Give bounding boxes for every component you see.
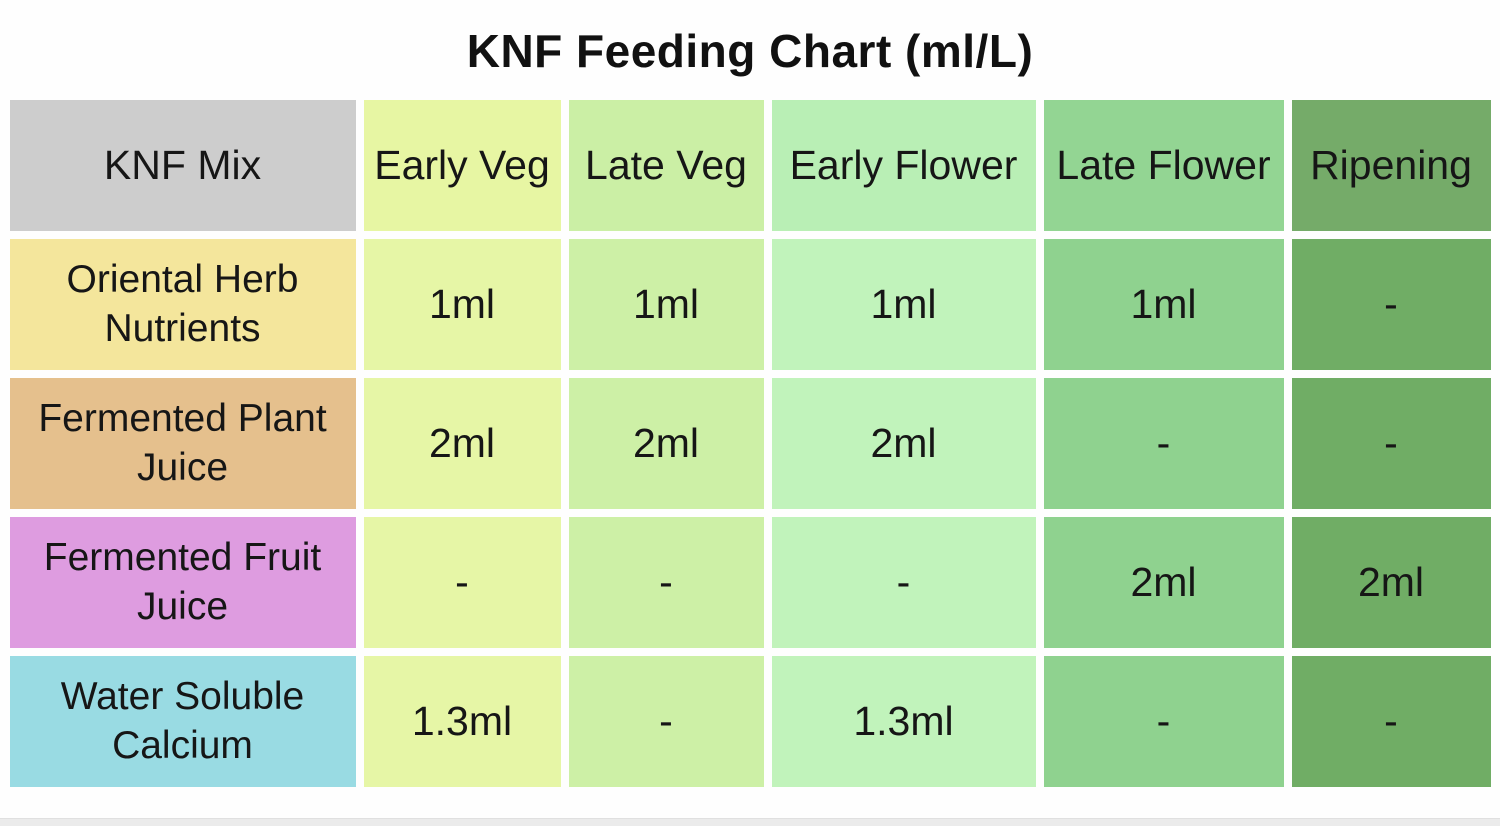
- cell-ffj-ripening: 2ml: [1291, 517, 1491, 648]
- cell-fpj-early-veg: 2ml: [363, 378, 561, 509]
- row-label-water-soluble-calcium: Water Soluble Calcium: [9, 656, 356, 787]
- cell-ohn-late-flower: 1ml: [1043, 239, 1284, 370]
- row-label-oriental-herb-nutrients: Oriental Herb Nutrients: [9, 239, 356, 370]
- cell-ffj-late-veg: -: [568, 517, 764, 648]
- cell-ohn-early-veg: 1ml: [363, 239, 561, 370]
- table-row-fermented-plant-juice: Fermented Plant Juice 2ml 2ml 2ml - -: [9, 378, 1491, 509]
- table-row-fermented-fruit-juice: Fermented Fruit Juice - - - 2ml 2ml: [9, 517, 1491, 648]
- row-label-fermented-plant-juice: Fermented Plant Juice: [9, 378, 356, 509]
- cell-wsc-early-veg: 1.3ml: [363, 656, 561, 787]
- cell-ffj-early-flower: -: [771, 517, 1036, 648]
- knf-feeding-table: KNF Mix Early Veg Late Veg Early Flower …: [2, 92, 1499, 795]
- cell-wsc-late-flower: -: [1043, 656, 1284, 787]
- cell-wsc-ripening: -: [1291, 656, 1491, 787]
- cell-fpj-early-flower: 2ml: [771, 378, 1036, 509]
- table-row-water-soluble-calcium: Water Soluble Calcium 1.3ml - 1.3ml - -: [9, 656, 1491, 787]
- cell-fpj-late-flower: -: [1043, 378, 1284, 509]
- cell-wsc-early-flower: 1.3ml: [771, 656, 1036, 787]
- column-header-late-veg: Late Veg: [568, 100, 764, 231]
- column-header-early-veg: Early Veg: [363, 100, 561, 231]
- column-header-ripening: Ripening: [1291, 100, 1491, 231]
- column-header-late-flower: Late Flower: [1043, 100, 1284, 231]
- table-row-oriental-herb-nutrients: Oriental Herb Nutrients 1ml 1ml 1ml 1ml …: [9, 239, 1491, 370]
- column-header-knf-mix: KNF Mix: [9, 100, 356, 231]
- cell-fpj-ripening: -: [1291, 378, 1491, 509]
- cell-ffj-late-flower: 2ml: [1043, 517, 1284, 648]
- cell-fpj-late-veg: 2ml: [568, 378, 764, 509]
- bottom-edge-bar: [0, 818, 1500, 826]
- column-header-early-flower: Early Flower: [771, 100, 1036, 231]
- cell-ohn-early-flower: 1ml: [771, 239, 1036, 370]
- cell-ohn-ripening: -: [1291, 239, 1491, 370]
- cell-ffj-early-veg: -: [363, 517, 561, 648]
- header-row: KNF Mix Early Veg Late Veg Early Flower …: [9, 100, 1491, 231]
- cell-wsc-late-veg: -: [568, 656, 764, 787]
- row-label-fermented-fruit-juice: Fermented Fruit Juice: [9, 517, 356, 648]
- chart-title: KNF Feeding Chart (ml/L): [466, 25, 1034, 77]
- cell-ohn-late-veg: 1ml: [568, 239, 764, 370]
